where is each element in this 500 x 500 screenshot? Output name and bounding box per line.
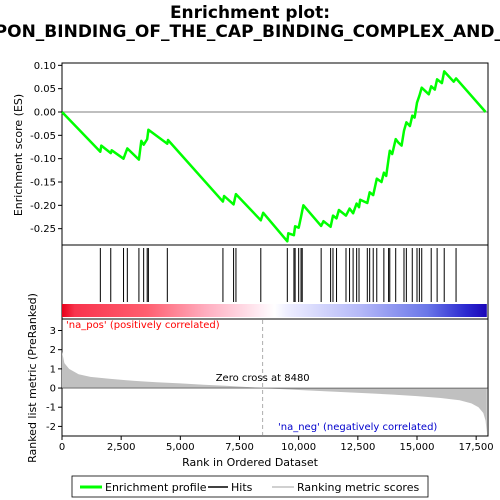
x-tick-label: 12,500	[340, 442, 375, 453]
es-y-tick-label: 0.00	[34, 108, 56, 119]
x-tick-label: 5,000	[166, 442, 195, 453]
neg-label: 'na_neg' (negatively correlated)	[278, 422, 437, 433]
metric-y-tick-label: 3	[50, 326, 56, 337]
chart-title-line1: Enrichment plot:	[170, 3, 330, 23]
zero-cross-label: Zero cross at 8480	[216, 373, 310, 384]
metric-panel	[61, 318, 489, 437]
es-y-tick-label: -0.05	[30, 131, 56, 142]
legend-hits-label: Hits	[231, 481, 253, 494]
legend-profile-label: Enrichment profile	[105, 481, 207, 494]
metric-y-tick-label: 0	[50, 384, 56, 395]
x-tick-label: 2,500	[107, 442, 136, 453]
x-tick-label: 15,000	[400, 442, 435, 453]
es-y-axis-label: Enrichment score (ES)	[12, 94, 25, 216]
x-axis-label: Rank in Ordered Dataset	[182, 456, 319, 469]
es-y-tick-label: -0.10	[30, 154, 56, 165]
enrichment-profile-line	[61, 70, 487, 243]
es-y-tick-label: -0.15	[30, 178, 56, 189]
metric-y-tick-label: 1	[50, 364, 56, 375]
pos-label: 'na_pos' (positively correlated)	[66, 320, 220, 331]
ranking-metric-area	[62, 351, 487, 434]
metric-y-tick-label: -1	[46, 403, 56, 414]
ranking-heat-band	[62, 304, 487, 317]
es-y-tick-label: 0.10	[34, 61, 56, 72]
x-tick-label: 10,000	[281, 442, 316, 453]
es-y-tick-label: 0.05	[34, 84, 56, 95]
es-y-tick-label: -0.25	[30, 224, 56, 235]
chart-title-line2: REACTOME_ACTIVATION_OF_THE_MRNA_UPON_BIN…	[0, 22, 500, 42]
x-tick-label: 0	[59, 442, 65, 453]
metric-y-tick-label: -2	[46, 422, 56, 433]
legend-metric-label: Ranking metric scores	[297, 481, 419, 494]
es-y-tick-label: -0.20	[30, 201, 56, 212]
x-tick-label: 17,500	[459, 442, 494, 453]
metric-y-axis-label: Ranked list metric (PreRanked)	[26, 293, 39, 463]
x-tick-label: 7,500	[225, 442, 254, 453]
legend: Enrichment profile Hits Ranking metric s…	[71, 475, 429, 498]
metric-y-tick-label: 2	[50, 345, 56, 356]
